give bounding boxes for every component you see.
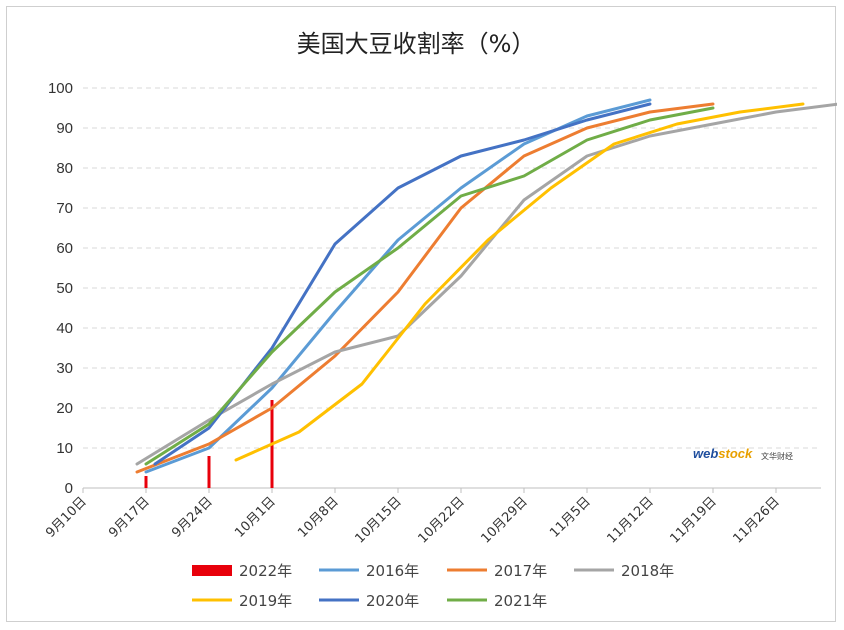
line-series-2021年 <box>144 106 715 466</box>
y-tick-label: 90 <box>56 120 73 137</box>
x-tick-label: 10月29日 <box>478 494 530 546</box>
line-series-2018年 <box>135 102 837 466</box>
y-tick-label: 50 <box>56 280 73 297</box>
legend-label: 2019年 <box>239 592 292 610</box>
line-layer <box>135 98 837 474</box>
x-tick-label: 9月10日 <box>43 494 90 541</box>
x-tick-label: 11月5日 <box>547 494 594 541</box>
x-tick-label: 11月19日 <box>667 494 719 546</box>
bar-2022年 <box>144 476 148 488</box>
y-tick-label: 80 <box>56 160 73 177</box>
watermark-sub: 文华财经 <box>761 451 793 461</box>
x-tick-label: 11月26日 <box>730 494 782 546</box>
x-tick-label: 9月17日 <box>106 494 153 541</box>
y-tick-label: 10 <box>56 440 73 457</box>
bar-2022年 <box>207 456 211 488</box>
watermark-main: webstock <box>693 446 753 461</box>
grid-layer <box>83 87 821 449</box>
x-tick-label: 10月15日 <box>352 494 404 546</box>
legend-label: 2021年 <box>494 592 547 610</box>
chart-svg: 美国大豆收割率（%） 0 10 20 30 40 50 60 70 80 90 100 9月10日 9月… <box>43 30 837 610</box>
y-tick-label: 70 <box>56 200 73 217</box>
legend: 2022年 2016年 2017年 2018年 2019年 2020年 2021年 <box>192 562 674 610</box>
legend-label: 2017年 <box>494 562 547 580</box>
legend-label: 2020年 <box>366 592 419 610</box>
legend-label: 2022年 <box>239 562 292 580</box>
line-series-2016年 <box>144 98 652 474</box>
legend-label: 2018年 <box>621 562 674 580</box>
y-tick-label: 60 <box>56 240 73 257</box>
y-tick-label: 100 <box>48 80 73 97</box>
line-series-2017年 <box>135 102 715 474</box>
y-tick-label: 0 <box>65 480 73 497</box>
x-tick-label: 11月12日 <box>604 494 656 546</box>
x-tick-label: 9月24日 <box>169 494 216 541</box>
chart-title: 美国大豆收割率（%） <box>297 30 536 58</box>
legend-swatch-2022年 <box>192 565 232 576</box>
y-tick-label: 40 <box>56 320 73 337</box>
x-tick-label: 10月22日 <box>415 494 467 546</box>
legend-label: 2016年 <box>366 562 419 580</box>
y-tick-label: 30 <box>56 360 73 377</box>
watermark-logo: webstock 文华财经 <box>693 446 793 461</box>
y-tick-label: 20 <box>56 400 73 417</box>
x-tick-label: 10月1日 <box>232 494 279 541</box>
line-series-2019年 <box>234 102 805 462</box>
chart-frame: 美国大豆收割率（%） 0 10 20 30 40 50 60 70 80 90 100 9月10日 9月… <box>6 6 837 622</box>
x-tick-label: 10月8日 <box>295 494 342 541</box>
axis-layer: 0 10 20 30 40 50 60 70 80 90 100 9月10日 9月17日 9月24日 10月… <box>43 80 821 547</box>
